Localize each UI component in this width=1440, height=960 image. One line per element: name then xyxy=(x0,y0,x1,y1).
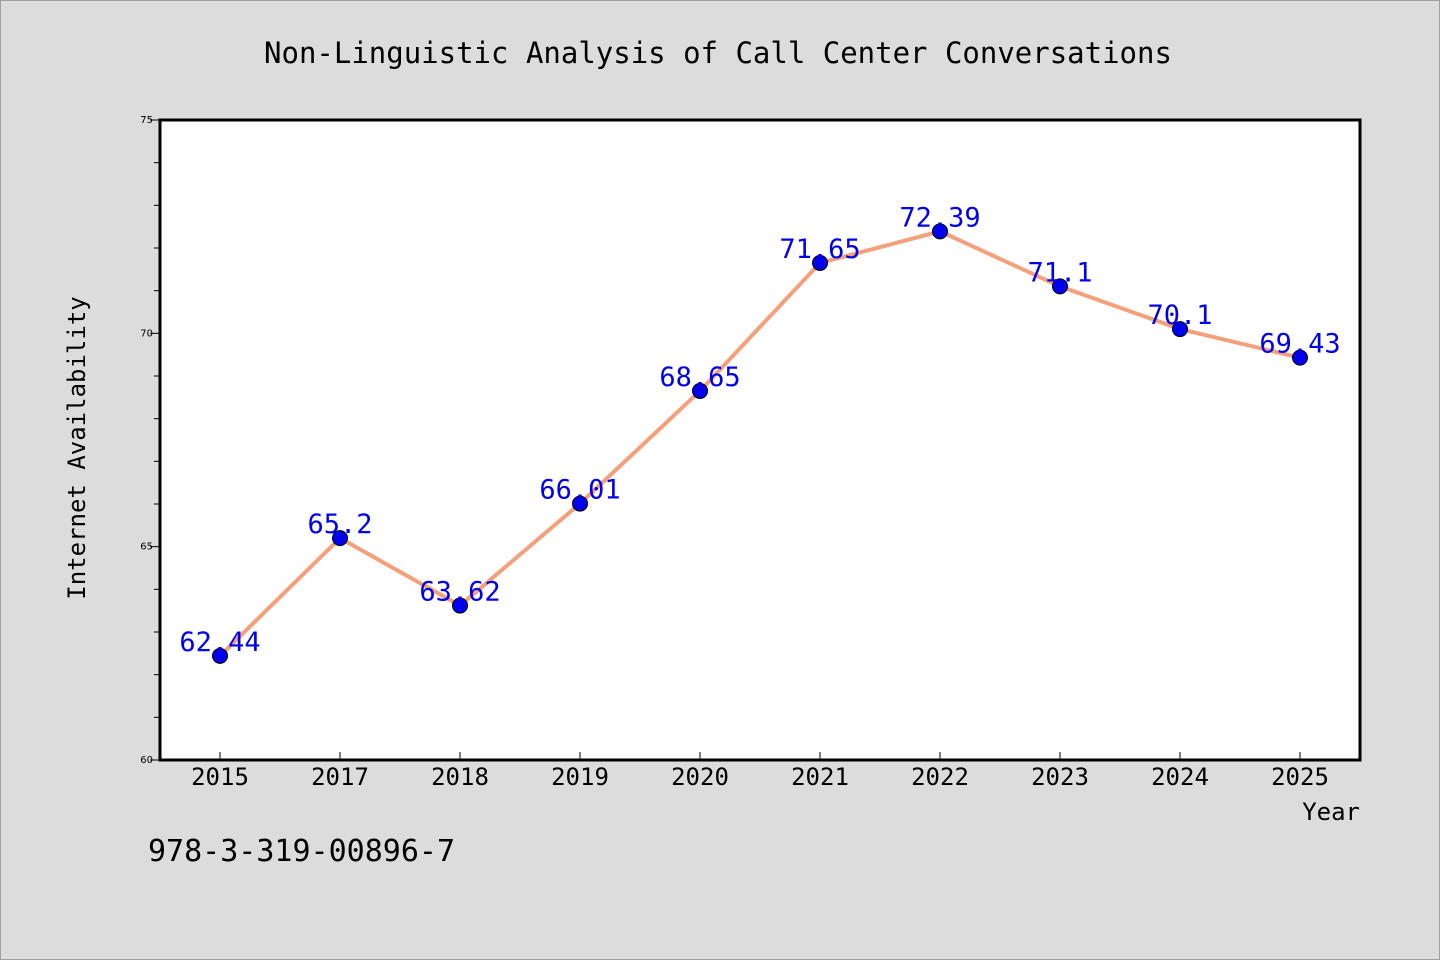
y-tick-label: 60 xyxy=(140,755,153,766)
plot-area xyxy=(158,118,1362,762)
data-label: 63.62 xyxy=(419,577,500,608)
isbn-code: 978-3-319-00896-7 xyxy=(148,834,456,869)
x-axis: 2015 2017 2018 2019 2020 2021 2022 2023 2024 2025 xyxy=(191,752,1329,791)
x-axis-label: Year xyxy=(1302,798,1360,826)
x-tick-label: 2025 xyxy=(1271,763,1329,791)
y-axis: 60 65 70 75 xyxy=(140,115,160,766)
data-labels: 62.44 65.2 63.62 66.01 68.65 71.65 72.39 71.1 70… xyxy=(179,202,1340,658)
x-tick-label: 2023 xyxy=(1031,763,1089,791)
y-axis-label: Internet Availability xyxy=(63,296,91,599)
data-point-marker xyxy=(812,254,828,271)
y-tick-label: 75 xyxy=(140,115,153,126)
x-tick-label: 2019 xyxy=(551,763,609,791)
data-point-marker xyxy=(572,495,588,512)
data-label: 71.65 xyxy=(779,234,860,265)
data-point-marker xyxy=(332,530,348,547)
data-label: 72.39 xyxy=(899,202,980,233)
data-label: 62.44 xyxy=(179,627,260,658)
data-label: 65.2 xyxy=(307,509,372,540)
x-tick-label: 2018 xyxy=(431,763,489,791)
data-label: 68.65 xyxy=(659,362,740,393)
data-label: 71.1 xyxy=(1027,257,1092,288)
series-line-group xyxy=(218,229,1302,658)
data-point-marker xyxy=(1172,321,1188,338)
x-tick-label: 2024 xyxy=(1151,763,1209,791)
data-label: 69.43 xyxy=(1259,329,1340,360)
data-point-marker xyxy=(1052,278,1068,295)
data-point-marker xyxy=(452,597,468,614)
x-tick-label: 2015 xyxy=(191,763,249,791)
x-tick-label: 2017 xyxy=(311,763,369,791)
x-tick-label: 2020 xyxy=(671,763,729,791)
x-tick-label: 2021 xyxy=(791,763,849,791)
data-label: 70.1 xyxy=(1147,300,1212,331)
data-point-marker xyxy=(932,223,948,240)
data-points xyxy=(212,223,1308,664)
data-label: 66.01 xyxy=(539,475,620,506)
series-line xyxy=(218,229,1302,658)
x-tick-label: 2022 xyxy=(911,763,969,791)
y-tick-label: 70 xyxy=(140,328,153,339)
data-point-marker xyxy=(692,382,708,399)
data-point-marker xyxy=(212,647,228,664)
y-tick-label: 65 xyxy=(140,542,153,553)
data-point-marker xyxy=(1292,349,1308,366)
chart-title: Non-Linguistic Analysis of Call Center C… xyxy=(264,36,1172,70)
